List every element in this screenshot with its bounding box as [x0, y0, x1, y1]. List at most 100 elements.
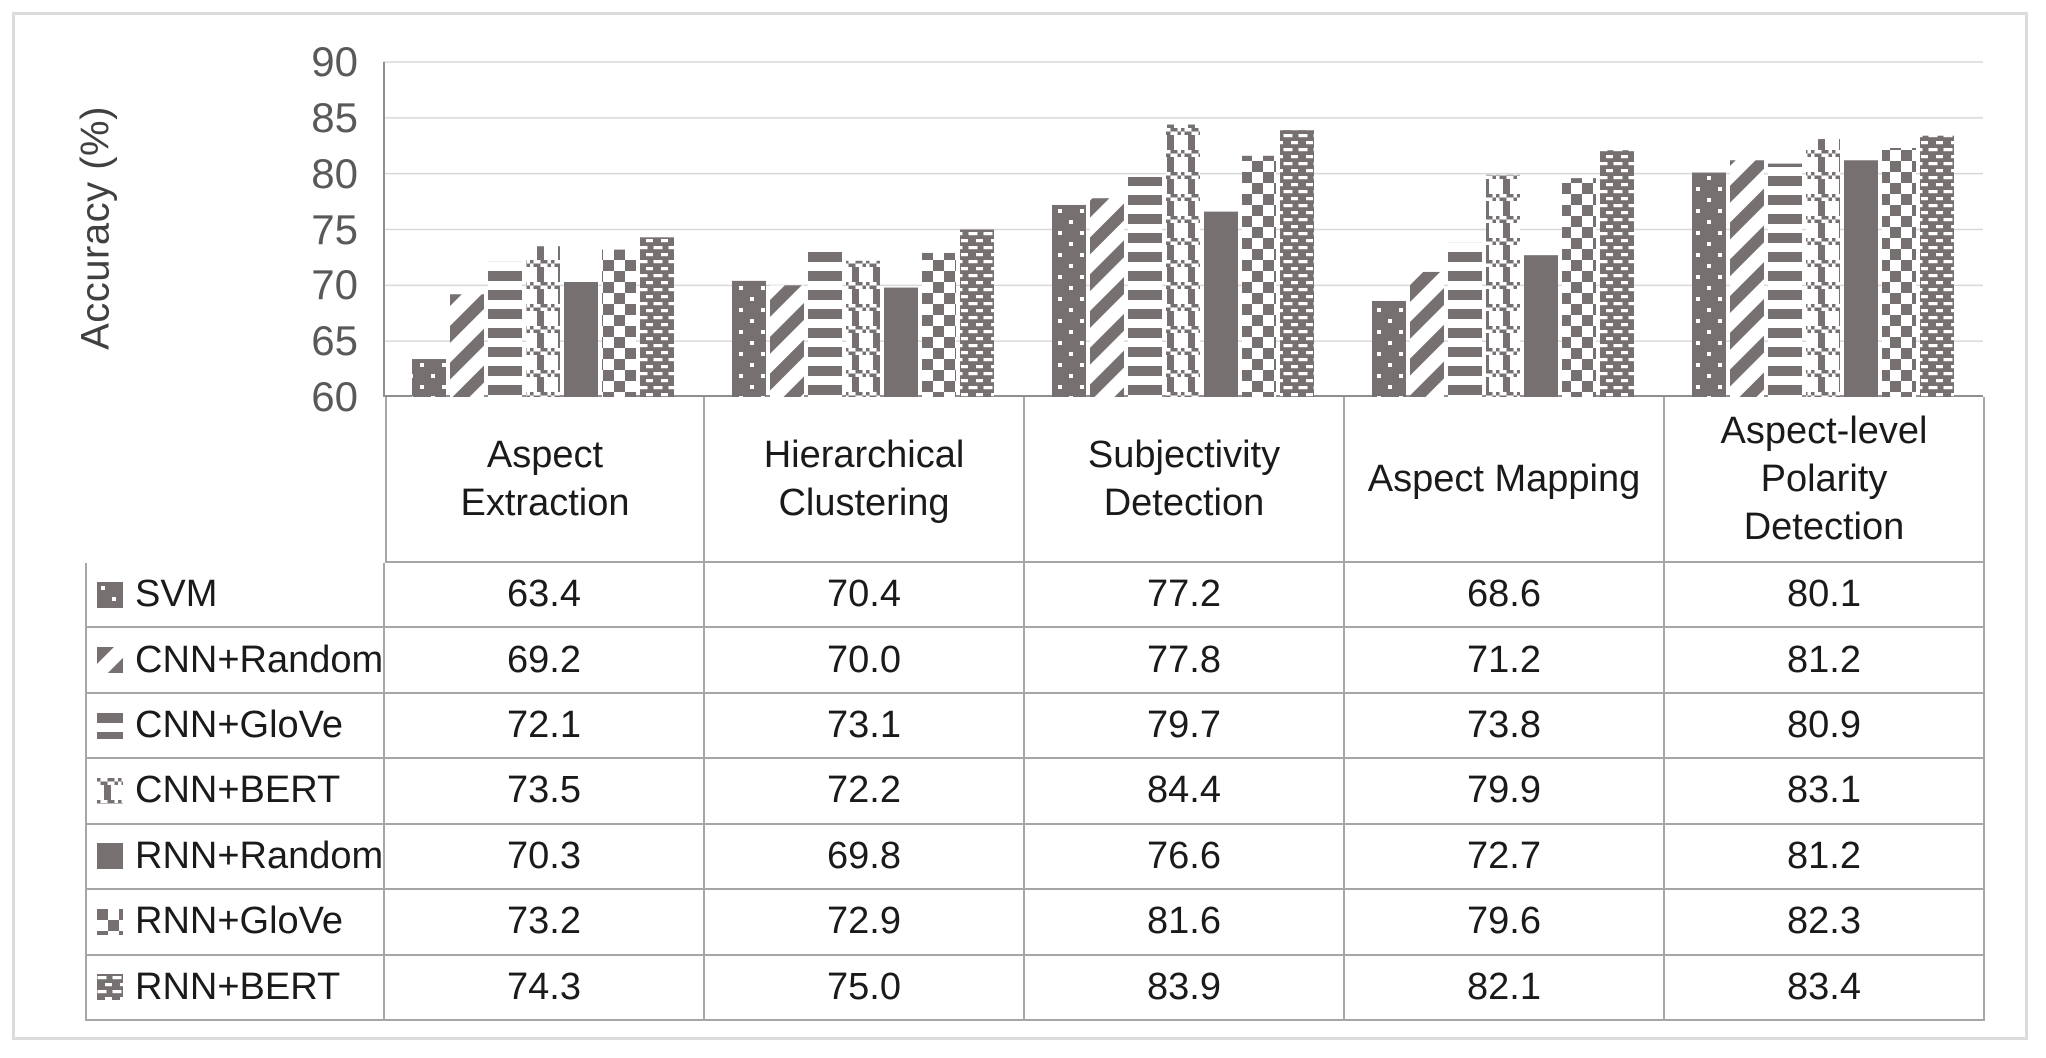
value-SVM-Subjectivity Detection: 77.2: [1025, 563, 1345, 629]
category-header-Aspect-level Polarity Detection: Aspect-level Polarity Detection: [1665, 397, 1985, 563]
bar-RNN+BERT-Subjectivity Detection: [1280, 130, 1314, 397]
value-RNN+BERT-Subjectivity Detection: 83.9: [1025, 955, 1345, 1021]
y-tick-label-80: 80: [311, 149, 358, 197]
value-RNN+BERT-Hierarchical Clustering: 75.0: [705, 955, 1025, 1021]
series-row-label-RNN+BERT: RNN+BERT: [85, 955, 385, 1021]
bar-CNN+GloVe-Hierarchical Clustering: [808, 250, 842, 397]
value-CNN+BERT-Aspect-level Polarity Detection: 83.1: [1665, 759, 1985, 825]
bar-CNN+Random-Aspect Mapping: [1410, 271, 1444, 397]
bar-CNN+Random-Aspect Extraction: [450, 294, 484, 397]
bar-CNN+BERT-Aspect Extraction: [526, 246, 560, 397]
bar-CNN+BERT-Subjectivity Detection: [1166, 124, 1200, 398]
bar-CNN+BERT-Hierarchical Clustering: [846, 260, 880, 397]
bar-RNN+GloVe-Hierarchical Clustering: [922, 252, 956, 397]
CNN+GloVe-pattern-swatch-icon: [97, 712, 123, 739]
bar-RNN+Random-Aspect-level Polarity Detection: [1844, 160, 1878, 397]
y-tick-label-70: 70: [311, 261, 358, 309]
value-SVM-Aspect Extraction: 63.4: [385, 563, 705, 629]
value-RNN+GloVe-Hierarchical Clustering: 72.9: [705, 890, 1025, 956]
value-CNN+GloVe-Aspect Extraction: 72.1: [385, 693, 705, 760]
bar-CNN+GloVe-Aspect Mapping: [1448, 242, 1482, 397]
bar-CNN+Random-Hierarchical Clustering: [770, 285, 804, 397]
category-header-Subjectivity Detection: Subjectivity Detection: [1025, 397, 1345, 563]
value-CNN+Random-Subjectivity Detection: 77.8: [1025, 628, 1345, 694]
series-row-label-CNN+Random: CNN+Random: [85, 628, 385, 694]
series-row-label-SVM: SVM: [85, 563, 385, 629]
bar-RNN+BERT-Aspect Extraction: [640, 237, 674, 397]
series-row-label-RNN+GloVe: RNN+GloVe: [85, 890, 385, 956]
category-header-Aspect Mapping: Aspect Mapping: [1345, 397, 1665, 563]
value-RNN+Random-Subjectivity Detection: 76.6: [1025, 824, 1345, 891]
plot-area: [383, 61, 1983, 398]
value-RNN+Random-Aspect-level Polarity Detection: 81.2: [1665, 824, 1985, 891]
bar-CNN+GloVe-Subjectivity Detection: [1128, 177, 1162, 397]
value-RNN+GloVe-Subjectivity Detection: 81.6: [1025, 890, 1345, 956]
value-CNN+GloVe-Subjectivity Detection: 79.7: [1025, 693, 1345, 760]
y-tick-label-60: 60: [311, 373, 358, 420]
y-tick-label-75: 75: [311, 205, 358, 253]
CNN+BERT-pattern-swatch-icon: [97, 777, 123, 804]
category-header-Aspect Extraction: Aspect Extraction: [385, 397, 705, 563]
bar-CNN+GloVe-Aspect Extraction: [488, 261, 522, 397]
series-label: SVM: [135, 573, 218, 616]
bar-SVM-Hierarchical Clustering: [732, 280, 766, 397]
value-RNN+Random-Aspect Mapping: 72.7: [1345, 824, 1665, 891]
bar-RNN+BERT-Aspect Mapping: [1600, 150, 1634, 397]
CNN+Random-pattern-swatch-icon: [97, 647, 123, 674]
value-RNN+BERT-Aspect Extraction: 74.3: [385, 955, 705, 1021]
y-tick-label-85: 85: [311, 93, 358, 141]
value-CNN+GloVe-Aspect Mapping: 73.8: [1345, 693, 1665, 760]
bar-RNN+Random-Aspect Extraction: [564, 281, 598, 397]
table-header-spacer: [85, 397, 385, 563]
bar-SVM-Subjectivity Detection: [1052, 204, 1086, 397]
bar-CNN+Random-Subjectivity Detection: [1090, 198, 1124, 397]
bar-RNN+Random-Subjectivity Detection: [1204, 211, 1238, 397]
value-RNN+BERT-Aspect Mapping: 82.1: [1345, 955, 1665, 1021]
value-CNN+Random-Aspect-level Polarity Detection: 81.2: [1665, 628, 1985, 694]
bar-CNN+BERT-Aspect-level Polarity Detection: [1806, 139, 1840, 398]
series-row-label-CNN+GloVe: CNN+GloVe: [85, 693, 385, 760]
value-RNN+GloVe-Aspect-level Polarity Detection: 82.3: [1665, 890, 1985, 956]
bar-SVM-Aspect Mapping: [1372, 300, 1406, 397]
value-RNN+Random-Aspect Extraction: 70.3: [385, 824, 705, 891]
series-label: CNN+Random: [135, 638, 384, 681]
series-label: CNN+GloVe: [135, 704, 344, 747]
bar-RNN+Random-Hierarchical Clustering: [884, 287, 918, 397]
value-SVM-Aspect-level Polarity Detection: 80.1: [1665, 563, 1985, 629]
bar-RNN+GloVe-Subjectivity Detection: [1242, 155, 1276, 397]
bar-RNN+BERT-Hierarchical Clustering: [960, 229, 994, 397]
RNN+BERT-pattern-swatch-icon: [97, 974, 123, 1001]
bar-CNN+BERT-Aspect Mapping: [1486, 174, 1520, 397]
value-SVM-Aspect Mapping: 68.6: [1345, 563, 1665, 629]
bar-CNN+GloVe-Aspect-level Polarity Detection: [1768, 163, 1802, 397]
RNN+GloVe-pattern-swatch-icon: [97, 908, 123, 935]
bar-SVM-Aspect-level Polarity Detection: [1692, 172, 1726, 397]
bar-SVM-Aspect Extraction: [412, 359, 446, 397]
value-CNN+Random-Aspect Extraction: 69.2: [385, 628, 705, 694]
value-CNN+BERT-Hierarchical Clustering: 72.2: [705, 759, 1025, 825]
bar-RNN+GloVe-Aspect Extraction: [602, 249, 636, 397]
value-CNN+BERT-Aspect Mapping: 79.9: [1345, 759, 1665, 825]
value-CNN+GloVe-Hierarchical Clustering: 73.1: [705, 693, 1025, 760]
value-CNN+Random-Hierarchical Clustering: 70.0: [705, 628, 1025, 694]
y-tick-label-90: 90: [311, 38, 358, 85]
value-RNN+GloVe-Aspect Extraction: 73.2: [385, 890, 705, 956]
category-header-Hierarchical Clustering: Hierarchical Clustering: [705, 397, 1025, 563]
data-table: Aspect Extraction Hierarchical Clustering…: [85, 397, 1985, 1021]
series-row-label-CNN+BERT: CNN+BERT: [85, 759, 385, 825]
value-CNN+GloVe-Aspect-level Polarity Detection: 80.9: [1665, 693, 1985, 760]
bar-RNN+BERT-Aspect-level Polarity Detection: [1920, 135, 1954, 397]
series-label: RNN+BERT: [135, 965, 341, 1008]
y-tick-label-65: 65: [311, 317, 358, 365]
value-CNN+BERT-Aspect Extraction: 73.5: [385, 759, 705, 825]
series-label: RNN+GloVe: [135, 900, 344, 943]
bar-RNN+GloVe-Aspect Mapping: [1562, 178, 1596, 397]
value-RNN+BERT-Aspect-level Polarity Detection: 83.4: [1665, 955, 1985, 1021]
series-label: RNN+Random: [135, 834, 384, 877]
y-axis-title: Accuracy (%): [73, 106, 118, 350]
series-row-label-RNN+Random: RNN+Random: [85, 824, 385, 891]
value-RNN+GloVe-Aspect Mapping: 79.6: [1345, 890, 1665, 956]
bar-CNN+Random-Aspect-level Polarity Detection: [1730, 160, 1764, 397]
SVM-pattern-swatch-icon: [97, 581, 123, 608]
